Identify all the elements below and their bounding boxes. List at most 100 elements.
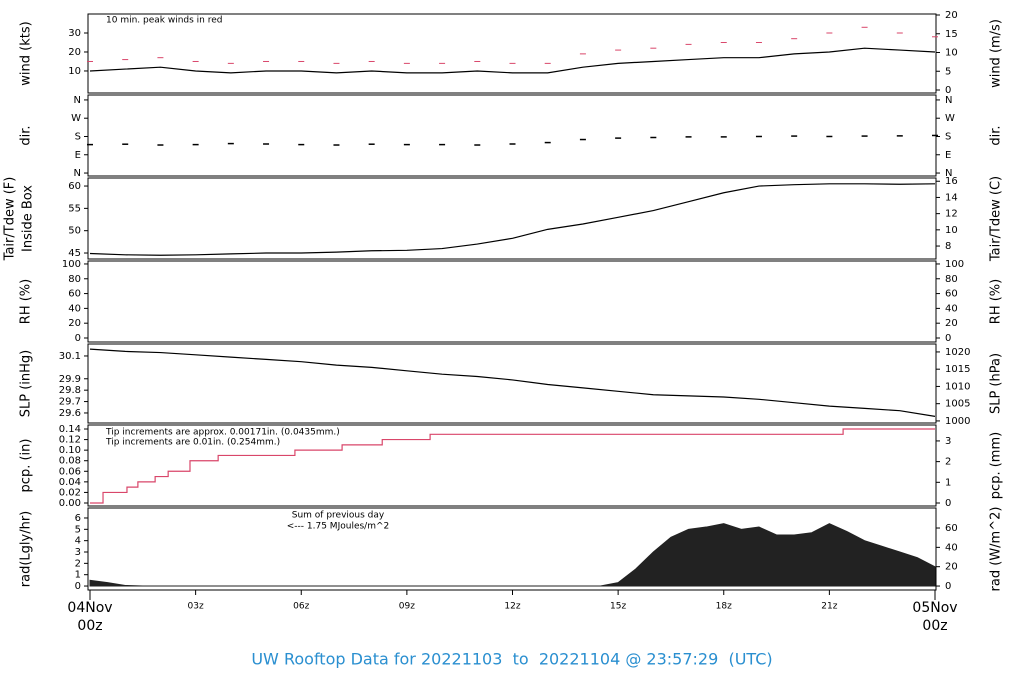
- x-tick-label: 12z: [504, 602, 520, 612]
- y-tick-label: 0.10: [59, 445, 81, 456]
- y2-tick-label: 1015: [945, 364, 970, 375]
- y-tick-label: 100: [62, 259, 81, 270]
- y2-tick-label: 8: [945, 241, 951, 252]
- panel-frame: [87, 260, 937, 343]
- y2-tick-label: W: [945, 113, 955, 124]
- y-tick-label: 30.1: [59, 351, 81, 362]
- y-tick-label: 60: [68, 181, 81, 192]
- y2-tick-label: 1020: [945, 347, 970, 358]
- y2-axis-label: rad (W/m^2): [989, 507, 1004, 592]
- y-tick-label: 10: [68, 66, 81, 77]
- y2-axis-label: dir.: [989, 125, 1004, 145]
- y-tick-label: N: [74, 95, 81, 106]
- y-tick-label: N: [74, 168, 81, 179]
- y-tick-label: 0.00: [59, 498, 81, 509]
- page-title: UW Rooftop Data for 20221103 to 20221104…: [251, 650, 772, 669]
- y2-tick-label: S: [945, 131, 951, 142]
- x-tick-label: 18z: [716, 602, 732, 612]
- y2-tick-label: 0: [945, 581, 951, 592]
- y-tick-label: 45: [68, 248, 81, 259]
- y-axis-label: SLP (inHg): [19, 350, 34, 418]
- y-tick-label: 29.9: [59, 374, 81, 385]
- line: [89, 348, 936, 417]
- y-tick-label: 20: [68, 47, 81, 58]
- y2-tick-label: E: [945, 150, 951, 161]
- y2-tick-label: 40: [945, 303, 958, 314]
- y2-tick-label: 16: [945, 176, 958, 187]
- y2-tick-label: 1005: [945, 399, 970, 410]
- y2-tick-label: 20: [945, 10, 958, 21]
- annotation: 10 min. peak winds in red: [106, 16, 223, 26]
- x-edge-label: 05Nov: [912, 600, 957, 616]
- y-tick-label: 0.12: [59, 435, 81, 446]
- y-tick-label: 1: [75, 570, 81, 581]
- y2-tick-label: 40: [945, 542, 958, 553]
- y-axis-label: RH (%): [19, 279, 34, 324]
- y2-tick-label: 20: [945, 562, 958, 573]
- x-tick-label: 06z: [293, 602, 309, 612]
- y-tick-label: 0.06: [59, 466, 81, 477]
- y2-axis-label: RH (%): [989, 279, 1004, 324]
- y2-tick-label: 2: [945, 457, 951, 468]
- line: [90, 428, 935, 504]
- y2-tick-label: 60: [945, 523, 958, 534]
- y-tick-label: 0: [75, 333, 81, 344]
- y-tick-label: 29.7: [59, 397, 81, 408]
- panel-frame: [87, 424, 937, 507]
- y2-tick-label: 5: [945, 66, 951, 77]
- y-tick-label: 2: [75, 558, 81, 569]
- y-tick-label: 29.8: [59, 385, 81, 396]
- x-tick-label: 09z: [399, 602, 415, 612]
- y-tick-label: 30: [68, 28, 81, 39]
- y-axis-label: Tair/Tdew (F): [3, 177, 18, 262]
- area: [89, 523, 936, 587]
- y-tick-label: W: [71, 113, 81, 124]
- y2-tick-label: 20: [945, 318, 958, 329]
- y-tick-label: S: [75, 131, 81, 142]
- x-edge-sublabel: 00z: [922, 618, 947, 634]
- y2-tick-label: 15: [945, 29, 958, 40]
- y2-tick-label: 10: [945, 48, 958, 59]
- panel-frame: [87, 13, 937, 94]
- annotation: Sum of previous day: [292, 511, 385, 521]
- panel-frame: [87, 94, 937, 177]
- x-tick-label: 03z: [188, 602, 204, 612]
- y-tick-label: 6: [75, 513, 81, 524]
- y-tick-label: 29.6: [59, 408, 81, 419]
- y2-tick-label: 14: [945, 192, 958, 203]
- y-axis-label: rad(Lgly/hr): [19, 511, 34, 587]
- y2-tick-label: N: [945, 168, 952, 179]
- line: [89, 183, 936, 256]
- y-tick-label: 0: [75, 581, 81, 592]
- annotation: Tip increments are 0.01in. (0.254mm.): [105, 438, 280, 448]
- y-tick-label: 50: [68, 226, 81, 237]
- y2-axis-label: SLP (hPa): [989, 353, 1004, 414]
- y2-tick-label: 1: [945, 477, 951, 488]
- y-tick-label: 80: [68, 274, 81, 285]
- y-tick-label: 3: [75, 547, 81, 558]
- y-axis-label: Inside Box: [21, 185, 36, 252]
- y-tick-label: 4: [75, 536, 81, 547]
- y-tick-label: 5: [75, 524, 81, 535]
- y-axis-label: wind (kts): [19, 21, 34, 85]
- line: [89, 47, 936, 74]
- y2-tick-label: 60: [945, 289, 958, 300]
- y2-axis-label: pcp. (mm): [989, 432, 1004, 499]
- y2-tick-label: N: [945, 95, 952, 106]
- y2-tick-label: 1000: [945, 416, 970, 427]
- y2-tick-label: 100: [945, 259, 964, 270]
- annotation: <--- 1.75 MJoules/m^2: [287, 522, 389, 532]
- y2-tick-label: 80: [945, 274, 958, 285]
- y2-tick-label: 3: [945, 436, 951, 447]
- y-tick-label: 0.14: [59, 424, 81, 435]
- x-tick-label: 21z: [821, 602, 837, 612]
- y-tick-label: 0.02: [59, 487, 81, 498]
- y2-tick-label: 0: [945, 498, 951, 509]
- panel-frame: [87, 177, 937, 260]
- y-tick-label: 0.04: [59, 477, 81, 488]
- y2-tick-label: 0: [945, 85, 951, 96]
- y-tick-label: 0.08: [59, 456, 81, 467]
- x-edge-sublabel: 00z: [77, 618, 102, 634]
- y2-axis-label: wind (m/s): [989, 19, 1004, 88]
